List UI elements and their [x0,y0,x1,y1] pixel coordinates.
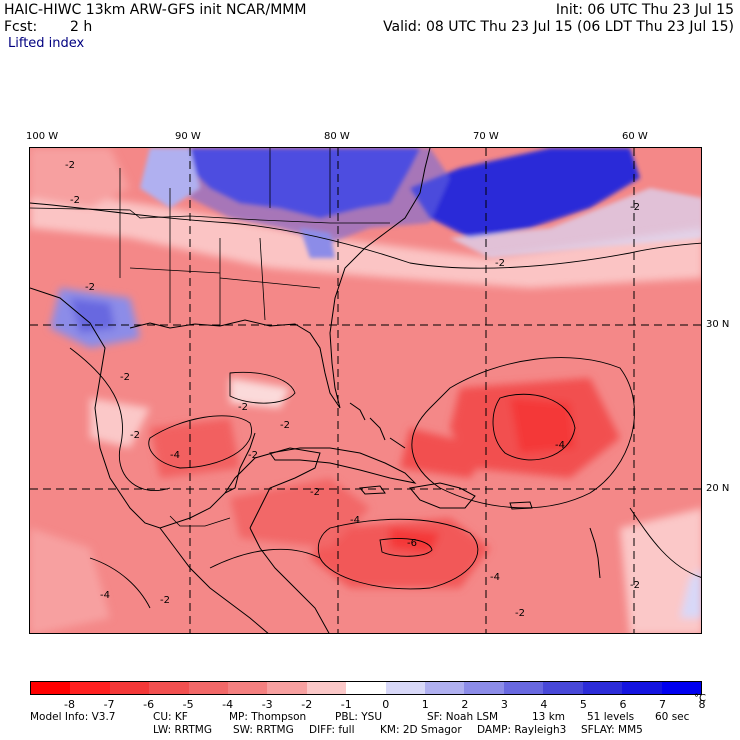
model-info-item: LW: RRTMG [153,724,212,736]
colorbar [30,681,702,695]
contour-label: -2 [160,595,170,606]
model-info-item: SW: RRTMG [233,724,294,736]
valid-time: Valid: 08 UTC Thu 23 Jul 15 (06 LDT Thu … [383,19,734,35]
contour-label: -2 [630,580,640,591]
model-info-item: DIFF: full [309,724,355,736]
colorbar-label: 7 [658,698,666,711]
colorbar-swatch [543,682,583,694]
colorbar-swatch [109,682,150,694]
contour-label: -2 [85,282,95,293]
lon-label: 60 W [622,131,648,142]
colorbar-label: 6 [619,698,627,711]
contour-label: -4 [555,440,565,451]
lon-label: 70 W [473,131,499,142]
colorbar-swatch [70,682,110,694]
contour-label: -2 [630,202,640,213]
colorbar-swatch [346,682,386,694]
colorbar-swatch [188,682,229,694]
model-info-item: SFLAY: MM5 [581,724,643,736]
colorbar-label: -2 [301,698,313,711]
colorbar-swatch [31,682,71,694]
contour-label: -2 [238,402,248,413]
model-info-item: 51 levels [587,711,635,723]
model-info-item: CU: KF [153,711,188,723]
fcst-value: 2 h [70,19,93,35]
colorbar-label: -5 [182,698,194,711]
contour-label: -6 [407,538,417,549]
colorbar-label: 0 [382,698,390,711]
colorbar-label: 5 [579,698,587,711]
colorbar-label: -3 [261,698,273,711]
contour-label: -4 [350,515,360,526]
colorbar-swatch [425,682,465,694]
colorbar-label: 4 [540,698,548,711]
colorbar-swatch [661,682,701,694]
model-info-item: 13 km [532,711,566,723]
colorbar-label: 8 [698,698,706,711]
colorbar-swatch [503,682,544,694]
contour-label: -2 [280,420,290,431]
colorbar-swatch [582,682,623,694]
colorbar-swatch [385,682,426,694]
fcst-label: Fcst: [4,19,38,35]
lat-label: 30 N [706,319,730,330]
colorbar-swatch [267,682,307,694]
colorbar-swatch [228,682,268,694]
init-time: Init: 06 UTC Thu 23 Jul 15 [555,2,734,18]
model-info-item: 60 sec [655,711,690,723]
field-name: Lifted index [8,36,85,51]
lon-label: 90 W [175,131,201,142]
model-info-item: Model Info: V3.7 [30,711,116,723]
colorbar-swatch [306,682,347,694]
contour-label: -4 [170,450,180,461]
header-title: HAIC-HIWC 13km ARW-GFS init NCAR/MMM [4,2,307,18]
contour-label: -2 [515,608,525,619]
colorbar-label: -8 [64,698,75,711]
colorbar-swatch [622,682,662,694]
map-panel: -2 -2 -2 -2 -2 -2 -2 -2 -2 -2 -2 -2 -4 -… [29,147,702,634]
contour-label: -4 [490,572,500,583]
model-info-item: PBL: YSU [335,711,383,723]
contour-label: -2 [130,430,140,441]
colorbar-label: -1 [340,698,352,711]
lifted-index-field: -2 -2 -2 -2 -2 -2 -2 -2 -2 -2 -2 -2 -4 -… [30,148,701,633]
model-info-item: SF: Noah LSM [427,711,499,723]
colorbar-label: -6 [143,698,155,711]
colorbar-label: 3 [500,698,508,711]
colorbar-label: 2 [461,698,469,711]
lon-label: 100 W [26,131,59,142]
contour-label: -2 [65,160,75,171]
lat-label: 20 N [706,483,730,494]
contour-label: -2 [248,450,258,461]
model-info-item: KM: 2D Smagor [380,724,462,736]
contour-label: -2 [495,258,505,269]
contour-label: -2 [120,372,130,383]
colorbar-label: -4 [222,698,234,711]
model-info-item: MP: Thompson [229,711,307,723]
colorbar-swatch [464,682,504,694]
contour-label: -4 [100,590,110,601]
lon-label: 80 W [324,131,350,142]
colorbar-label: -7 [103,698,115,711]
colorbar-unit: °C [694,693,706,704]
colorbar-swatch [149,682,189,694]
contour-label: -2 [70,195,80,206]
model-info-item: DAMP: Rayleigh3 [477,724,567,736]
contour-label: -2 [310,487,320,498]
colorbar-label: 1 [421,698,429,711]
